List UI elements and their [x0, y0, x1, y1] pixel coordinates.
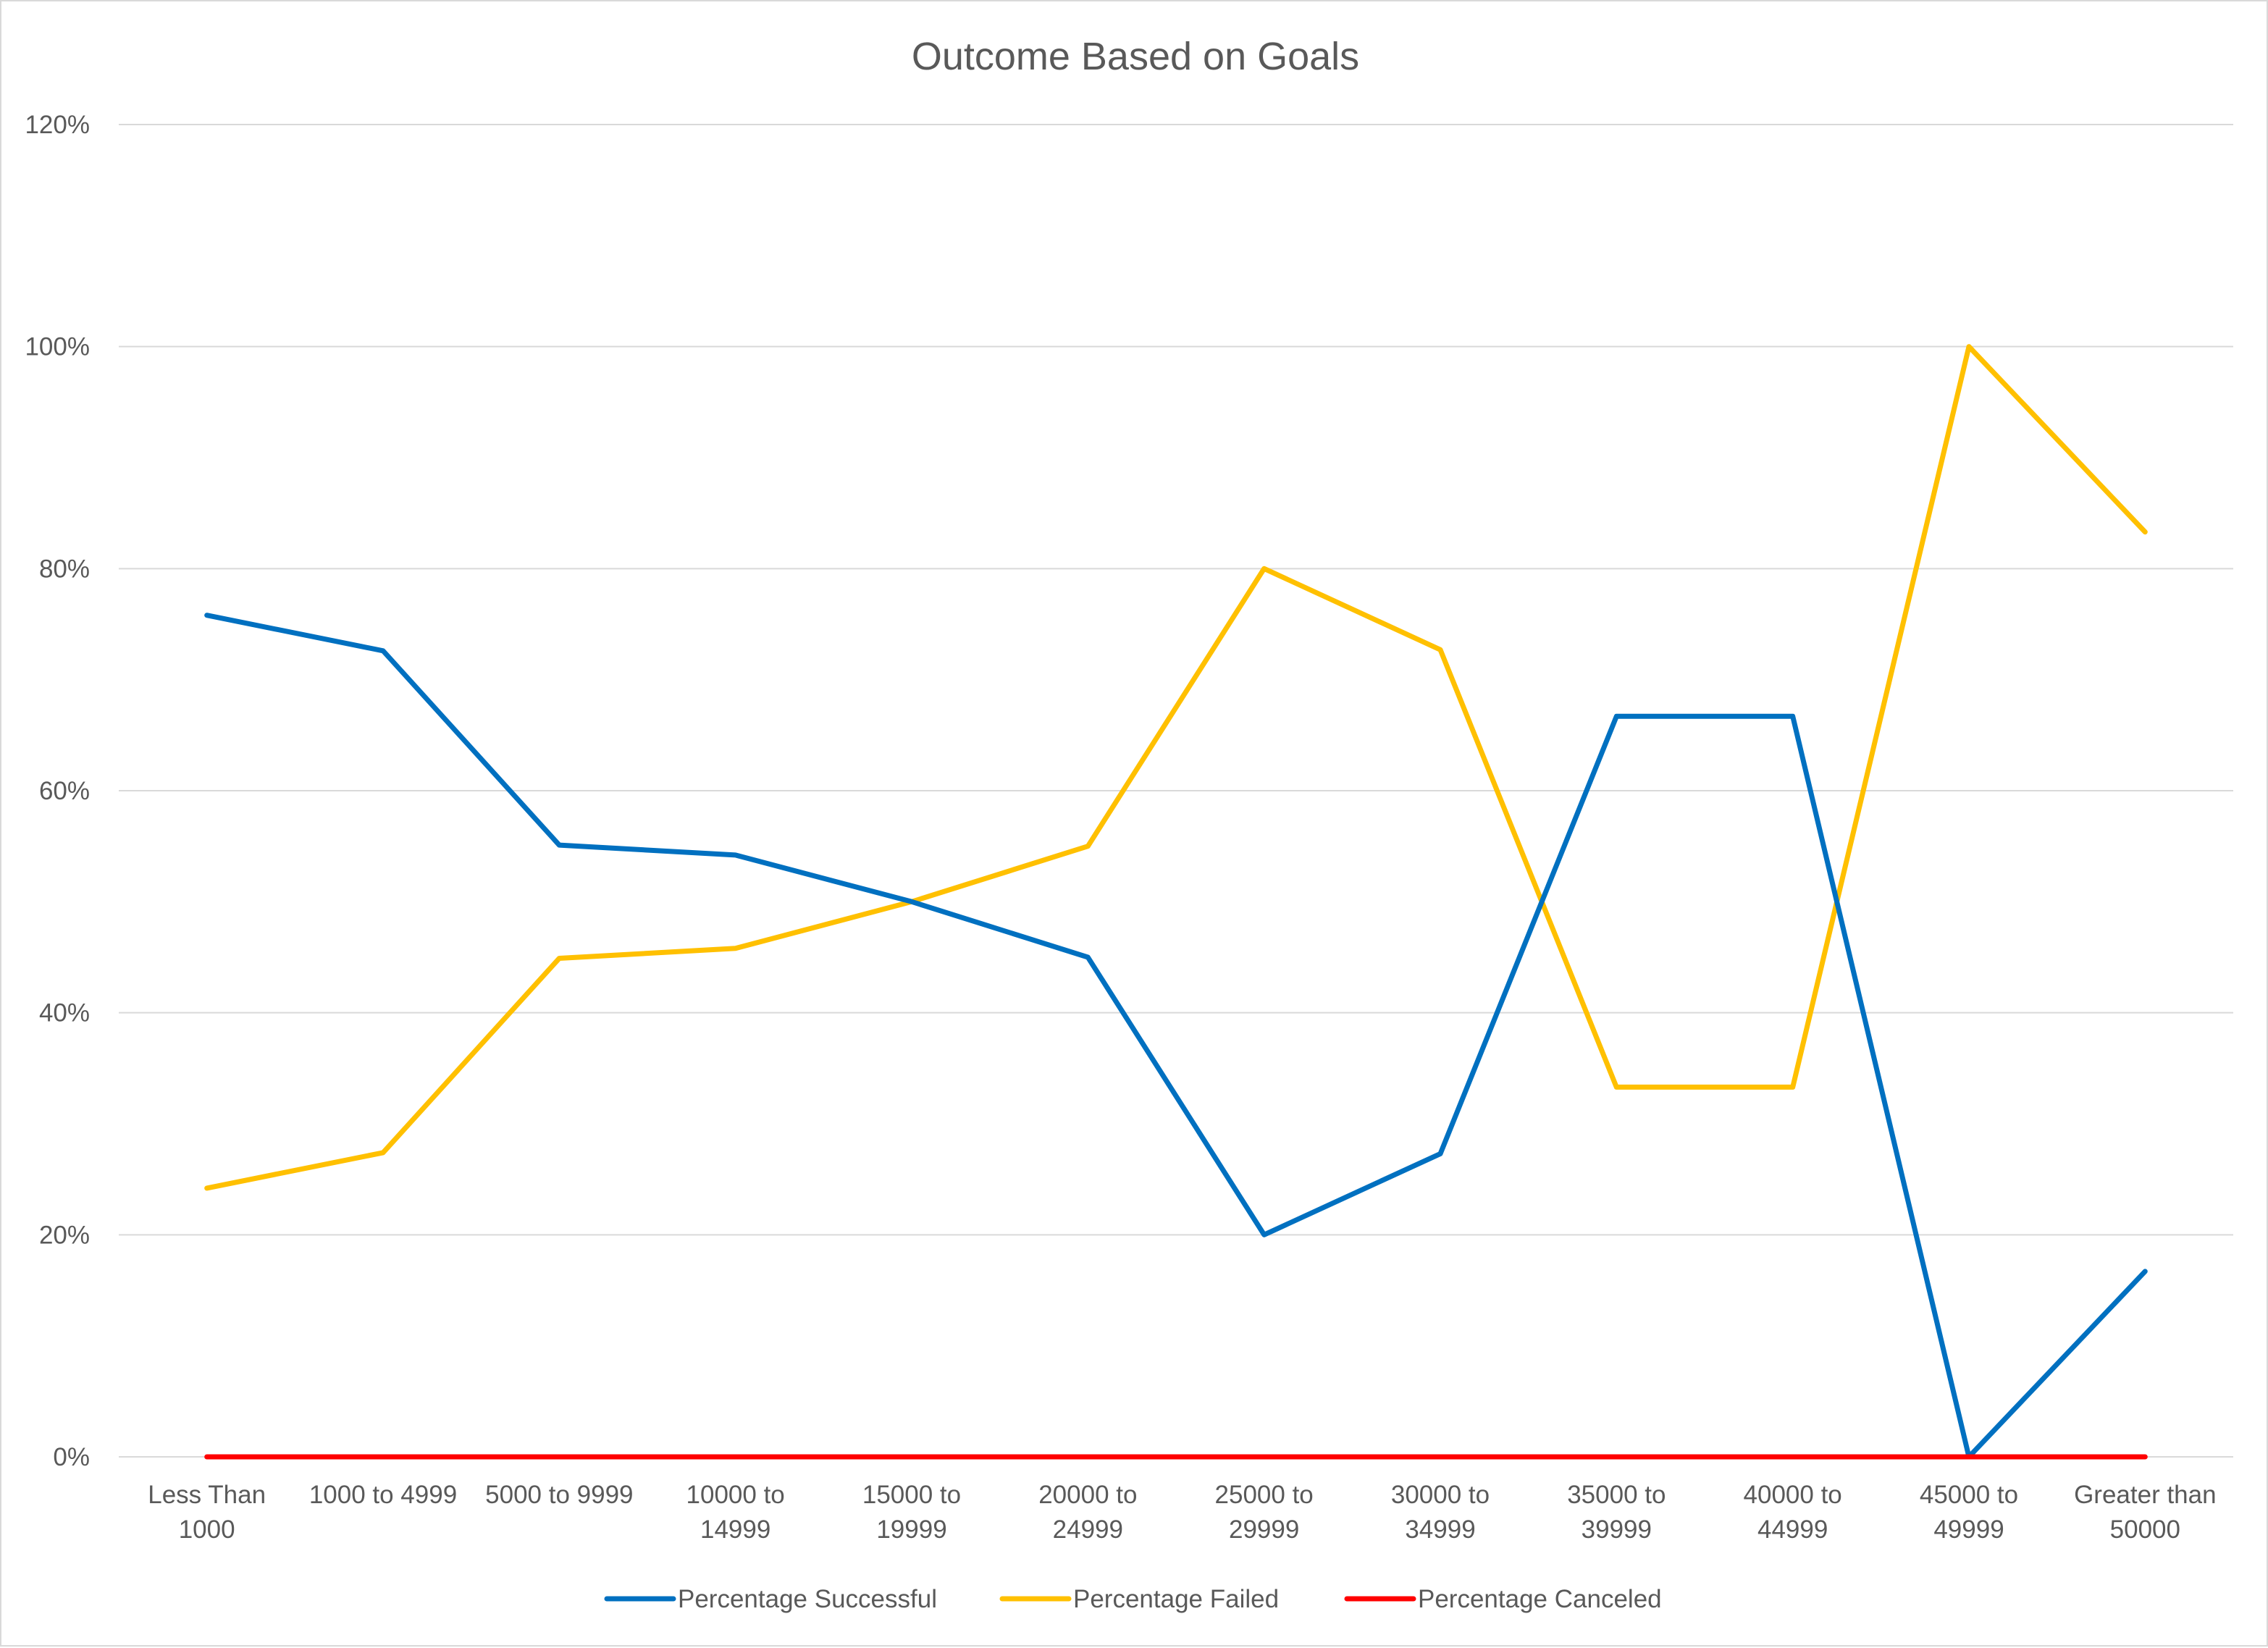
y-tick-label: 0% [53, 1443, 90, 1471]
chart-title: Outcome Based on Goals [912, 35, 1359, 78]
x-tick-label: 35000 to 39999 [1567, 1481, 1666, 1544]
x-tick-label: 20000 to 24999 [1038, 1481, 1137, 1544]
x-tick-label: 45000 to 49999 [1920, 1481, 2018, 1544]
x-axis-ticks: Less Than 1000 1000 to 4999 5000 to 9999 100… [148, 1481, 2216, 1544]
x-tick-label: 10000 to 14999 [686, 1481, 785, 1544]
x-tick-label: Less Than 1000 [148, 1481, 266, 1544]
legend: Percentage Successful Percentage Failed Pe… [604, 1585, 1662, 1613]
x-tick-label: 30000 to 34999 [1391, 1481, 1490, 1544]
legend-label: Percentage Failed [1073, 1585, 1279, 1613]
series-line-percentage-failed [204, 344, 2148, 1191]
x-tick-label: 40000 to 44999 [1744, 1481, 1842, 1544]
series-line-percentage-successful [204, 613, 2148, 1460]
y-tick-label: 60% [39, 777, 90, 805]
y-tick-label: 20% [39, 1221, 90, 1249]
x-tick-label: 5000 to 9999 [485, 1481, 633, 1509]
y-axis-ticks: 0% 20% 40% 60% 80% 100% 120% [25, 111, 90, 1471]
legend-label: Percentage Successful [678, 1585, 937, 1613]
y-tick-label: 120% [25, 111, 90, 139]
series-lines [204, 344, 2148, 1460]
x-tick-label: Greater than 50000 [2074, 1481, 2217, 1544]
y-tick-label: 80% [39, 555, 90, 583]
x-tick-label: 15000 to 19999 [862, 1481, 961, 1544]
x-tick-label: 25000 to 29999 [1215, 1481, 1314, 1544]
y-tick-label: 40% [39, 999, 90, 1027]
gridlines [119, 124, 2233, 1458]
x-tick-label: 1000 to 4999 [309, 1481, 457, 1509]
legend-label: Percentage Canceled [1418, 1585, 1662, 1613]
y-tick-label: 100% [25, 333, 90, 361]
